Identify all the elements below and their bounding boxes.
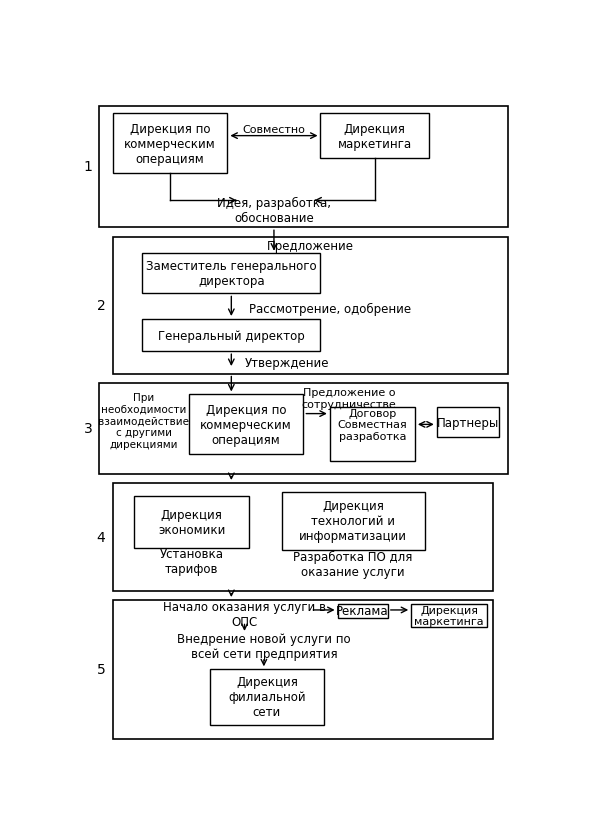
Bar	[330, 408, 415, 461]
Bar	[112, 600, 493, 739]
Text: Рассмотрение, одобрение: Рассмотрение, одобрение	[249, 303, 411, 316]
Text: Дирекция по
коммерческим
операциям: Дирекция по коммерческим операциям	[124, 123, 216, 166]
Text: Установка
тарифов: Установка тарифов	[160, 548, 224, 576]
Bar	[112, 237, 508, 375]
Text: Дирекция по
коммерческим
операциям: Дирекция по коммерческим операциям	[200, 404, 292, 446]
Text: 5: 5	[96, 662, 105, 676]
Text: Предложение о
сотрудничестве: Предложение о сотрудничестве	[302, 388, 397, 410]
Text: Предложение: Предложение	[267, 240, 354, 253]
Text: Идея, разработка,
обоснование: Идея, разработка, обоснование	[217, 196, 331, 224]
Text: Разработка ПО для
оказание услуги: Разработка ПО для оказание услуги	[293, 550, 413, 579]
Bar	[112, 483, 493, 591]
Bar	[189, 395, 304, 455]
Text: 2: 2	[96, 298, 105, 313]
Text: При
необходимости
взаимодействие
с другими
дирекциями: При необходимости взаимодействие с други…	[98, 393, 189, 449]
Text: 1: 1	[83, 161, 92, 174]
Bar	[142, 319, 320, 352]
Text: Дирекция
экономики: Дирекция экономики	[158, 508, 226, 537]
Text: Договор
Совместная
разработка: Договор Совместная разработка	[337, 408, 407, 441]
Bar	[112, 115, 227, 174]
Text: 4: 4	[96, 530, 105, 544]
Bar	[337, 604, 388, 618]
Bar	[210, 670, 324, 725]
Text: Утверждение: Утверждение	[245, 357, 329, 370]
Bar	[282, 492, 425, 550]
Text: Внедрение новой услуги по
всей сети предприятия: Внедрение новой услуги по всей сети пред…	[177, 632, 350, 660]
Text: Дирекция
маркетинга: Дирекция маркетинга	[337, 123, 412, 150]
Text: Дирекция
технологий и
информатизации: Дирекция технологий и информатизации	[299, 500, 407, 543]
Text: 3: 3	[83, 421, 92, 436]
Bar	[437, 408, 498, 437]
Text: Генеральный директор: Генеральный директор	[158, 329, 305, 342]
Text: Дирекция
маркетинга: Дирекция маркетинга	[414, 604, 484, 626]
Text: Партнеры: Партнеры	[436, 416, 499, 429]
Bar	[411, 604, 487, 627]
Text: Начало оказания услуги в
ОПС: Начало оказания услуги в ОПС	[163, 600, 326, 628]
Bar	[320, 115, 429, 159]
Text: Дирекция
филиальной
сети: Дирекция филиальной сети	[228, 675, 306, 719]
Bar	[99, 106, 508, 228]
Bar	[134, 497, 249, 548]
Bar	[99, 384, 508, 474]
Text: Совместно: Совместно	[243, 125, 305, 135]
Bar	[142, 254, 320, 294]
Text: Реклама: Реклама	[336, 604, 388, 618]
Text: Заместитель генерального
директора: Заместитель генерального директора	[146, 260, 317, 288]
